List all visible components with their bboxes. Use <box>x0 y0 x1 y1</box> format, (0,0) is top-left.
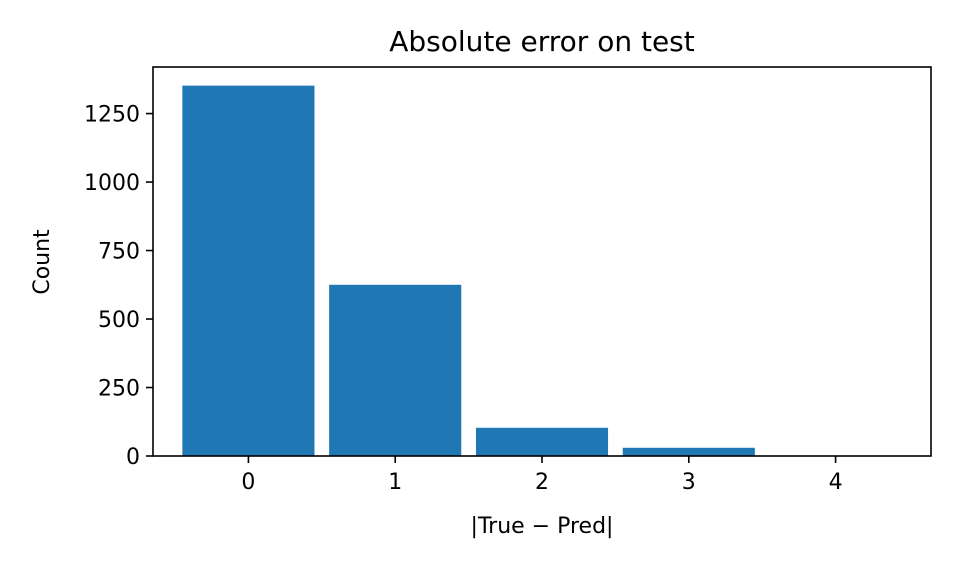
y-tick-label: 750 <box>98 240 140 265</box>
y-tick-label: 250 <box>98 377 140 402</box>
bar-0 <box>182 85 315 456</box>
x-tick-label: 1 <box>388 470 402 495</box>
y-axis-ticks: 0 250 500 750 1000 1250 <box>84 103 153 470</box>
x-tick-label: 2 <box>535 470 549 495</box>
y-tick-label: 1000 <box>84 171 140 196</box>
x-tick-label: 3 <box>682 470 696 495</box>
y-axis-label: Count <box>30 229 55 295</box>
bar-1 <box>329 284 462 456</box>
y-tick-label: 1250 <box>84 103 140 128</box>
bars-group <box>182 85 902 456</box>
chart-title: Absolute error on test <box>389 25 695 58</box>
plot-area-frame <box>152 66 932 457</box>
x-tick-label: 0 <box>241 470 255 495</box>
bar-2 <box>475 427 609 456</box>
y-tick-label: 0 <box>126 445 140 470</box>
x-tick-label: 4 <box>829 470 843 495</box>
y-tick-label: 500 <box>98 308 140 333</box>
bar-3 <box>622 447 755 456</box>
x-axis-ticks: 0 1 2 3 4 <box>241 456 843 495</box>
x-axis-label: |True − Pred| <box>471 514 614 539</box>
